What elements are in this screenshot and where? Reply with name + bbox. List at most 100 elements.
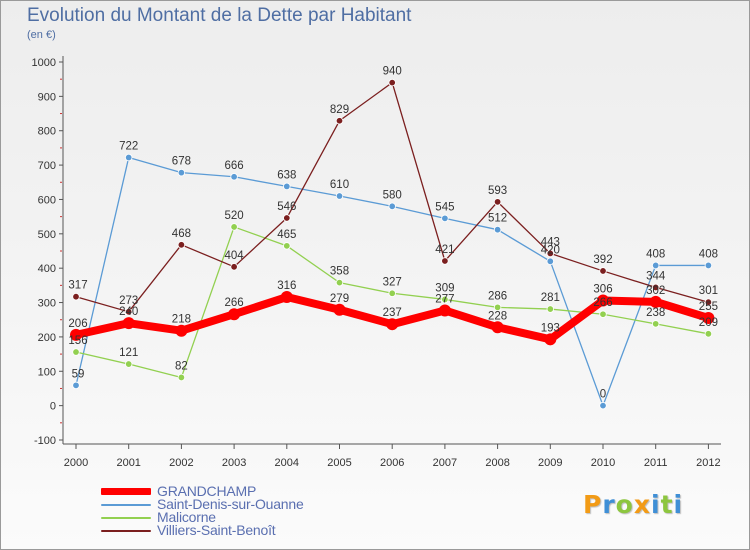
data-label: 266 [225, 297, 244, 309]
data-label: 273 [119, 295, 138, 307]
y-tick-label: -100 [34, 435, 56, 447]
data-label: 218 [172, 314, 191, 326]
data-label: 404 [225, 250, 245, 262]
data-point [493, 225, 502, 234]
data-point [388, 202, 396, 211]
data-point [177, 241, 186, 249]
x-tick-label: 2004 [275, 457, 299, 469]
axes: -100 0 100 200 300 400 500 600 700 800 900 1000 2000… [32, 56, 721, 469]
data-point [335, 192, 344, 200]
x-tick-label: 2005 [327, 457, 351, 469]
data-label: 238 [646, 307, 665, 319]
data-label: 327 [383, 276, 402, 288]
data-label: 610 [330, 179, 349, 191]
y-tick-label: 200 [38, 332, 56, 344]
y-tick-label: 700 [38, 160, 56, 172]
data-label: 121 [119, 347, 138, 359]
data-point [72, 381, 80, 390]
data-label: 722 [119, 141, 138, 153]
data-label: 344 [646, 270, 666, 282]
data-label: 228 [488, 310, 507, 322]
legend-item: Saint-Denis-sur-Ouanne [101, 496, 304, 512]
data-label: 316 [277, 280, 296, 292]
data-point [228, 308, 241, 321]
data-label: 666 [225, 160, 244, 172]
data-label: 317 [68, 280, 87, 292]
y-tick-label: 0 [50, 401, 56, 413]
data-point [491, 321, 504, 334]
data-point [597, 294, 609, 307]
data-point [704, 261, 713, 270]
data-point [283, 214, 291, 222]
data-point [441, 257, 449, 265]
data-label: 421 [435, 244, 454, 256]
data-point [124, 308, 133, 316]
y-tick-label: 900 [38, 91, 56, 103]
data-label: 512 [488, 213, 507, 225]
legend-swatch [101, 488, 151, 495]
data-point [72, 293, 80, 301]
data-point [230, 223, 238, 231]
data-label: 546 [277, 201, 296, 213]
x-tick-label: 2008 [485, 457, 509, 469]
data-point [704, 298, 713, 306]
data-point [335, 117, 344, 125]
y-tick-label: 400 [38, 263, 56, 275]
x-tick-label: 2000 [64, 457, 88, 469]
data-label: 286 [488, 290, 507, 302]
data-label: 392 [593, 254, 612, 266]
legend-swatch [101, 516, 151, 519]
data-label: 306 [593, 283, 612, 295]
data-label: 301 [699, 285, 718, 297]
data-point [652, 261, 660, 270]
legend-label: Saint-Denis-sur-Ouanne [157, 496, 304, 512]
data-point [333, 303, 346, 316]
data-point [546, 249, 554, 258]
data-label: 156 [68, 335, 87, 347]
data-label: 358 [330, 266, 349, 278]
data-point [72, 348, 80, 356]
series-lines [70, 78, 715, 410]
legend-label: Malicorne [157, 509, 216, 525]
data-label: 206 [68, 318, 87, 330]
data-point [388, 78, 396, 87]
data-label: 545 [435, 201, 454, 213]
data-point [652, 283, 660, 292]
data-label: 279 [330, 293, 349, 305]
data-point [70, 328, 82, 341]
data-label: 240 [119, 306, 138, 318]
data-point [177, 168, 186, 177]
data-label: 0 [600, 389, 606, 401]
data-point [546, 305, 554, 313]
data-point [599, 267, 607, 275]
data-point [438, 304, 451, 317]
data-label: 638 [277, 169, 296, 181]
data-point [599, 401, 607, 410]
x-tick-label: 2003 [222, 457, 246, 469]
y-tick-label: 300 [38, 298, 56, 310]
data-label: 209 [699, 317, 718, 329]
chart-title: Evolution du Montant de la Dette par Hab… [27, 5, 412, 26]
data-label: 302 [646, 285, 665, 297]
data-label: 940 [383, 66, 402, 78]
data-point [122, 317, 135, 330]
data-label: 465 [277, 229, 296, 241]
data-label: 408 [699, 248, 718, 260]
data-point [283, 242, 291, 250]
data-point [441, 214, 449, 223]
data-point [441, 295, 449, 304]
data-point [649, 295, 662, 308]
data-point [493, 303, 502, 312]
data-point [388, 289, 396, 297]
x-tick-label: 2009 [538, 457, 562, 469]
data-label: 82 [175, 360, 188, 372]
data-point [230, 263, 238, 271]
data-label: 520 [225, 210, 244, 222]
data-label: 468 [172, 228, 191, 240]
y-tick-label: 500 [38, 229, 56, 241]
legend-item: Malicorne [101, 509, 304, 525]
x-tick-label: 2006 [380, 457, 404, 469]
data-point [493, 198, 502, 206]
